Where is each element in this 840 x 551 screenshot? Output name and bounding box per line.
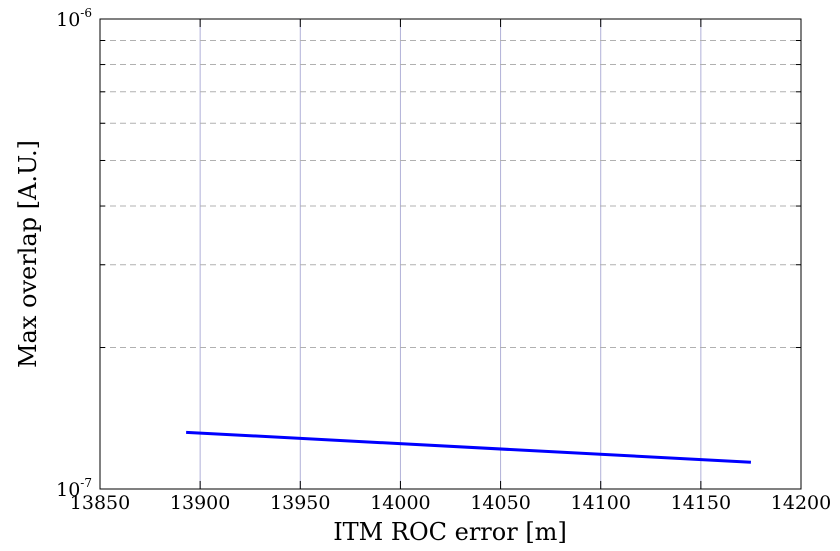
y-axis-label: Max overlap [A.U.] [14,140,42,368]
series-line [186,430,752,464]
x-tick-label: 13950 [270,492,330,514]
tick-labels: 13850 13900 13950 14000 14050 14100 14150 14200… [56,6,831,514]
x-axis-label: ITM ROC error [m] [333,518,567,546]
x-tick-label: 14200 [771,492,831,514]
x-tick-label: 14000 [370,492,430,514]
series-layer [186,430,752,464]
ticks [99,18,802,490]
x-tick-label: 14150 [671,492,731,514]
x-tick-label: 13900 [170,492,230,514]
x-tick-label: 13850 [70,492,130,514]
y-tick-label: 10-6 [56,6,92,31]
y-tick-label: 10-7 [56,476,92,501]
plot-frame [99,18,802,490]
grid [100,19,801,489]
x-tick-label: 14050 [470,492,530,514]
x-tick-label: 14100 [570,492,630,514]
